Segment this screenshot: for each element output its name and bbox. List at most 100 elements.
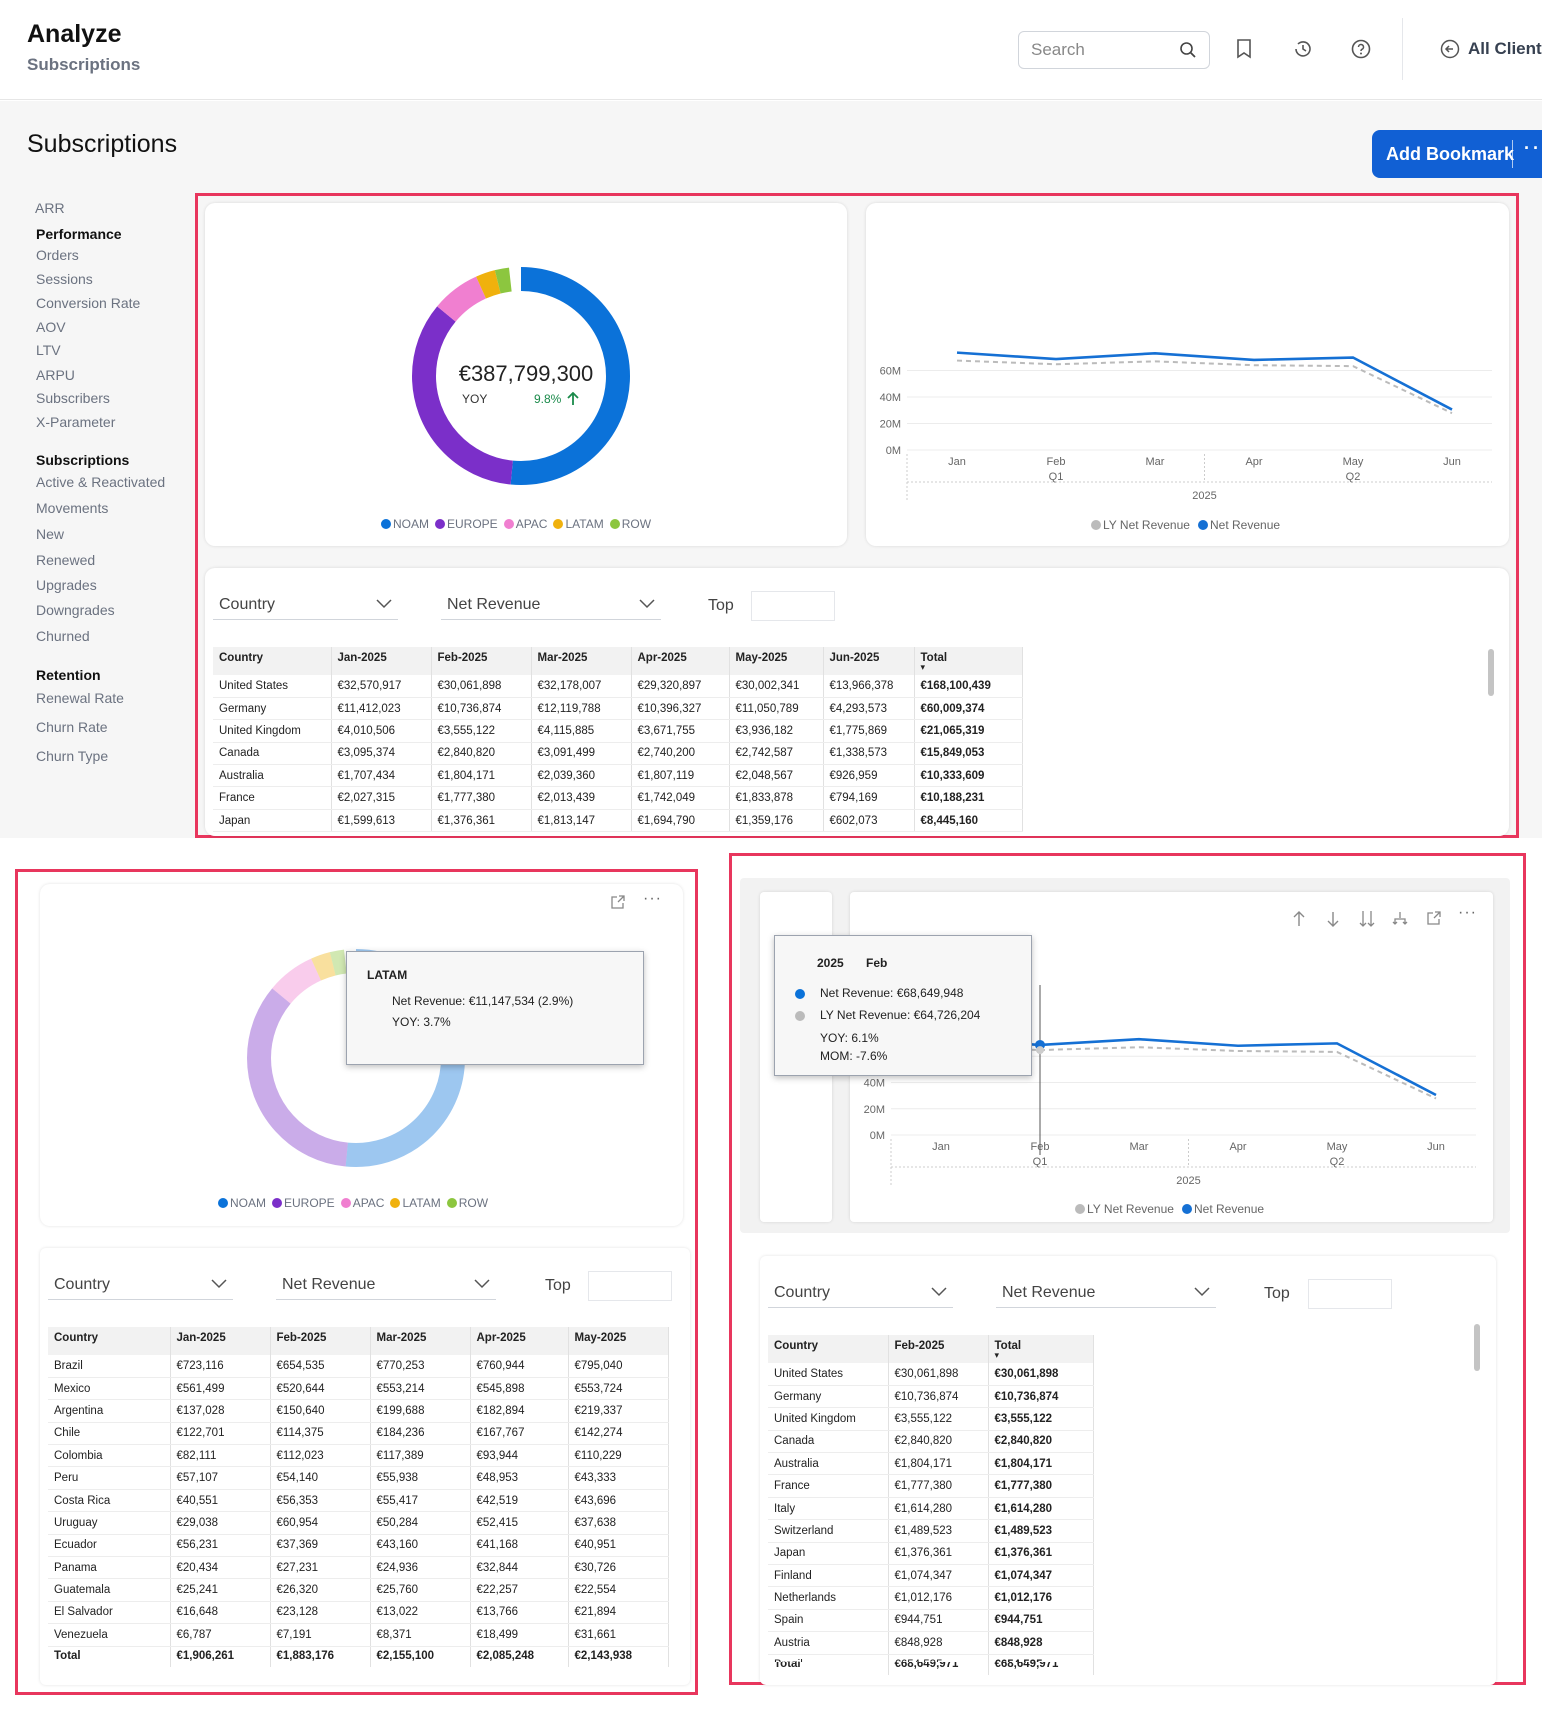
sidebar-item-upgrades[interactable]: Upgrades <box>36 577 97 593</box>
search-box[interactable] <box>1018 31 1210 69</box>
column-header[interactable]: Country <box>48 1327 171 1355</box>
sidebar-item-renewed[interactable]: Renewed <box>36 552 96 568</box>
column-header[interactable]: Jan-2025 <box>170 1327 271 1355</box>
table-row[interactable]: Japan €1,599,613 €1,376,361 €1,813,147 €1,69… <box>213 809 1023 833</box>
metric-dropdown[interactable]: Net Revenue <box>996 1278 1216 1308</box>
table-row[interactable]: Chile €122,701 €114,375 €184,236 €167,767 €14… <box>48 1422 669 1446</box>
table-row[interactable]: Venezuela €6,787 €7,191 €8,371 €18,499 €31,66… <box>48 1623 669 1647</box>
card-menu-icon[interactable]: ··· <box>1458 904 1477 921</box>
all-clients-switch[interactable]: All Clients <box>1440 37 1542 61</box>
sidebar-item-aov[interactable]: AOV <box>36 319 66 335</box>
sidebar-item-arr[interactable]: ARR <box>35 200 65 216</box>
table-row[interactable]: Japan €1,376,361 €1,376,361 <box>768 1542 1094 1566</box>
sidebar-item-conversion-rate[interactable]: Conversion Rate <box>36 295 141 311</box>
column-header[interactable]: Jun-2025 <box>823 647 915 675</box>
table-row[interactable]: Brazil€654,535€654,535 <box>768 1654 1094 1662</box>
table-row[interactable]: Italy €1,614,280 €1,614,280 <box>768 1497 1094 1521</box>
more-options-icon[interactable]: ·· <box>1524 138 1542 158</box>
card-menu-icon[interactable]: ··· <box>643 890 662 907</box>
table-row[interactable]: France €2,027,315 €1,777,380 €2,013,439 €1,7… <box>213 786 1023 810</box>
column-header[interactable]: Feb-2025 <box>888 1335 989 1363</box>
legend-apac[interactable]: APAC <box>340 1196 384 1210</box>
table-row[interactable]: United States €32,570,917 €30,061,898 €32,1… <box>213 675 1023 698</box>
legend-europe[interactable]: EUROPE <box>435 517 498 531</box>
expand-icon[interactable] <box>1426 910 1442 926</box>
table-row[interactable]: El Salvador €16,648 €23,128 €13,022 €13,766 €… <box>48 1601 669 1625</box>
add-bookmark-button[interactable]: Add Bookmark ·· <box>1372 130 1542 178</box>
table-row[interactable]: France €1,777,380 €1,777,380 <box>768 1474 1094 1498</box>
metric-dropdown[interactable]: Net Revenue <box>276 1270 496 1300</box>
column-header[interactable]: Jan-2025 <box>331 647 432 675</box>
table-scrollbar[interactable] <box>1488 649 1494 696</box>
table-row[interactable]: Peru €57,107 €54,140 €55,938 €48,953 €43,333 <box>48 1466 669 1490</box>
table-row[interactable]: Colombia €82,111 €112,023 €117,389 €93,944 €1… <box>48 1444 669 1468</box>
table-row[interactable]: Ecuador €56,231 €37,369 €43,160 €41,168 €40,9… <box>48 1534 669 1558</box>
legend-europe[interactable]: EUROPE <box>272 1196 335 1210</box>
column-header[interactable]: Apr-2025 <box>631 647 730 675</box>
table-row[interactable]: Argentina €137,028 €150,640 €199,688 €182,89… <box>48 1399 669 1423</box>
legend-noam[interactable]: NOAM <box>381 517 429 531</box>
table-row[interactable]: Honduras€9,731€8,200€10,427€27,326€18,76… <box>48 1646 669 1647</box>
top-input[interactable] <box>1308 1279 1392 1309</box>
top-input[interactable] <box>751 591 835 621</box>
metric-dropdown[interactable]: Net Revenue <box>441 590 661 620</box>
column-header[interactable]: Total ▾ <box>914 647 1023 675</box>
sidebar-item-active-reactivated[interactable]: Active & Reactivated <box>36 474 166 490</box>
sidebar-item-arpu[interactable]: ARPU <box>36 367 75 383</box>
table-row[interactable]: Uruguay €29,038 €60,954 €50,284 €52,415 €37,6… <box>48 1511 669 1535</box>
dimension-dropdown[interactable]: Country <box>48 1270 233 1300</box>
legend-row[interactable]: ROW <box>609 517 651 531</box>
table-row[interactable]: Australia €1,804,171 €1,804,171 <box>768 1452 1094 1476</box>
sidebar-item-subscribers[interactable]: Subscribers <box>36 390 110 406</box>
legend-apac[interactable]: APAC <box>503 517 547 531</box>
top-input[interactable] <box>588 1271 672 1301</box>
sidebar-item-churn-rate[interactable]: Churn Rate <box>36 719 108 735</box>
sidebar-item-downgrades[interactable]: Downgrades <box>36 602 115 618</box>
table-row[interactable]: Panama €20,434 €27,231 €24,936 €32,844 €30,72… <box>48 1556 669 1580</box>
table-row[interactable]: Switzerland €1,489,523 €1,489,523 <box>768 1519 1094 1543</box>
column-header[interactable]: May-2025 <box>729 647 824 675</box>
column-header[interactable]: Total ▾ <box>988 1335 1094 1363</box>
dimension-dropdown[interactable]: Country <box>768 1278 953 1308</box>
table-row[interactable]: Canada €3,095,374 €2,840,820 €3,091,499 €2,7… <box>213 742 1023 766</box>
table-row[interactable]: United Kingdom €3,555,122 €3,555,122 <box>768 1407 1094 1431</box>
column-header[interactable]: Mar-2025 <box>370 1327 471 1355</box>
column-header[interactable]: Feb-2025 <box>270 1327 371 1355</box>
sidebar-item-churned[interactable]: Churned <box>36 628 90 644</box>
legend-latam[interactable]: LATAM <box>553 517 604 531</box>
legend-row[interactable]: ROW <box>446 1196 488 1210</box>
table-row[interactable]: Mexico €561,499 €520,644 €553,214 €545,898 €5… <box>48 1377 669 1401</box>
table-row[interactable]: Costa Rica €40,551 €56,353 €55,417 €42,519 €4… <box>48 1489 669 1513</box>
drill-down-icon[interactable] <box>1358 910 1376 928</box>
table-row[interactable]: Finland €1,074,347 €1,074,347 <box>768 1564 1094 1588</box>
sidebar-item-churn-type[interactable]: Churn Type <box>36 748 109 764</box>
sort-descending-icon[interactable] <box>1326 910 1340 928</box>
column-header[interactable]: Mar-2025 <box>531 647 632 675</box>
legend-latam[interactable]: LATAM <box>390 1196 441 1210</box>
table-row[interactable]: Brazil €723,116 €654,535 €770,253 €760,944 €7… <box>48 1355 669 1378</box>
column-header[interactable]: Feb-2025 <box>431 647 532 675</box>
column-header[interactable]: Country <box>213 647 332 675</box>
expand-icon[interactable] <box>610 894 626 910</box>
sort-ascending-icon[interactable] <box>1292 910 1306 928</box>
table-row[interactable]: Austria €848,928 €848,928 <box>768 1631 1094 1655</box>
search-icon[interactable] <box>1179 41 1197 59</box>
column-header[interactable]: Apr-2025 <box>470 1327 569 1355</box>
sidebar-item-sessions[interactable]: Sessions <box>36 271 93 287</box>
hierarchy-icon[interactable] <box>1392 910 1408 928</box>
dimension-dropdown[interactable]: Country <box>213 590 398 620</box>
column-header[interactable]: Country <box>768 1335 889 1363</box>
table-row[interactable]: United States €30,061,898 €30,061,898 <box>768 1363 1094 1386</box>
legend-noam[interactable]: NOAM <box>218 1196 266 1210</box>
table-row[interactable]: United Kingdom €4,010,506 €3,555,122 €4,115… <box>213 719 1023 743</box>
table-scrollbar[interactable] <box>1474 1324 1480 1371</box>
region-donut-chart[interactable] <box>205 203 847 546</box>
table-row[interactable]: Australia €1,707,434 €1,804,171 €2,039,360 €… <box>213 764 1023 788</box>
sidebar-item-renewal-rate[interactable]: Renewal Rate <box>36 690 124 706</box>
revenue-line-chart[interactable]: 0M 20M 40M 60M Jan Feb Mar Apr May Jun Q1 Q2 2025 LY … <box>866 203 1509 546</box>
column-header[interactable]: May-2025 <box>568 1327 669 1355</box>
table-row[interactable]: Canada €2,840,820 €2,840,820 <box>768 1430 1094 1454</box>
history-icon[interactable] <box>1292 38 1314 60</box>
sidebar-item-ltv[interactable]: LTV <box>36 342 61 358</box>
table-row[interactable]: Germany €10,736,874 €10,736,874 <box>768 1385 1094 1409</box>
